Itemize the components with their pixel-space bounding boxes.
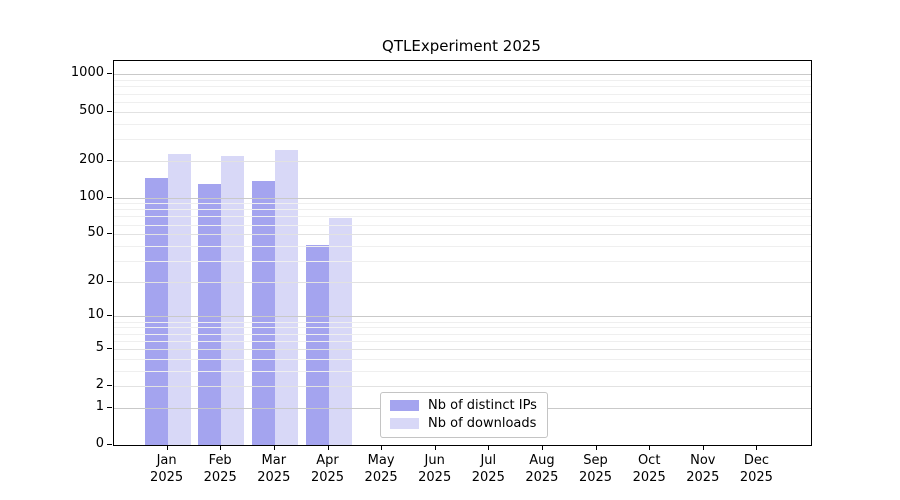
x-tick-label-jul: Jul 2025 (471, 453, 505, 485)
y-tick-label: 500 (79, 102, 104, 118)
legend-label-distinct-ips: Nb of distinct IPs (428, 398, 537, 413)
y-tick-label: 0 (95, 436, 104, 451)
y-tick (107, 444, 112, 445)
legend-swatch-downloads (390, 418, 419, 429)
gridline (114, 370, 811, 372)
x-tick (541, 445, 543, 450)
bar-mar-downloads (274, 149, 298, 445)
gridline (114, 209, 811, 211)
y-tick-label: 5 (95, 339, 104, 355)
gridline (114, 281, 811, 283)
legend-row: Nb of distinct IPs (390, 398, 537, 413)
y-tick-label: 10 (87, 307, 104, 323)
y-tick (107, 347, 112, 349)
bar-feb-distinct-ips (198, 183, 222, 445)
bar-apr-distinct-ips (305, 244, 329, 445)
x-tick-label-feb: Feb 2025 (203, 453, 237, 485)
gridline (114, 386, 811, 388)
x-tick-label-aug: Aug 2025 (525, 453, 559, 485)
x-tick (702, 445, 704, 450)
y-tick (107, 385, 112, 387)
x-tick (381, 445, 383, 450)
x-tick-label-jun: Jun 2025 (418, 453, 452, 485)
y-tick-label: 1000 (70, 65, 104, 81)
y-tick (107, 280, 112, 282)
x-tick-label-mar: Mar 2025 (257, 453, 291, 485)
x-tick (273, 445, 275, 450)
x-tick-label-sep: Sep 2025 (578, 453, 613, 485)
y-tick-label: 20 (87, 272, 104, 288)
bar-feb-downloads (221, 156, 245, 445)
gridline (114, 333, 811, 335)
legend-row: Nb of downloads (390, 416, 537, 431)
gridline (114, 86, 811, 88)
y-tick (107, 73, 112, 75)
x-tick-label-oct: Oct 2025 (632, 453, 666, 485)
bar-mar-distinct-ips (251, 180, 275, 445)
bar-jan-distinct-ips (144, 177, 168, 445)
gridline (114, 358, 811, 360)
gridline (114, 234, 811, 236)
x-tick-label-apr: Apr 2025 (310, 453, 345, 485)
gridline (114, 138, 811, 140)
gridline (114, 93, 811, 95)
y-tick-label: 2 (95, 377, 104, 393)
x-tick (434, 445, 436, 450)
gridline (114, 260, 811, 262)
y-tick (107, 159, 112, 161)
y-tick (107, 196, 112, 198)
x-tick (327, 445, 329, 450)
gridline (114, 316, 811, 318)
y-tick (107, 233, 112, 235)
y-tick-label: 1 (95, 398, 104, 414)
gridline (114, 203, 811, 205)
x-tick-label-may: May 2025 (364, 453, 398, 485)
y-tick (107, 315, 112, 317)
gridline (114, 101, 811, 103)
chart-title: QTLExperiment 2025 (382, 37, 541, 55)
x-tick-label-jan: Jan 2025 (150, 453, 184, 485)
y-tick (107, 406, 112, 408)
y-tick-label: 100 (79, 188, 104, 204)
x-tick (166, 445, 168, 450)
gridline (114, 327, 811, 329)
y-tick-label: 50 (87, 225, 104, 241)
gridline (114, 321, 811, 323)
y-tick (107, 110, 112, 112)
x-tick (756, 445, 758, 450)
legend-swatch-distinct-ips (390, 400, 419, 411)
gridline (114, 245, 811, 247)
gridline (114, 197, 811, 199)
x-tick (595, 445, 597, 450)
x-tick (220, 445, 222, 450)
x-tick-label-nov: Nov 2025 (686, 453, 720, 485)
bar-apr-downloads (328, 217, 352, 445)
legend: Nb of distinct IPs Nb of downloads (380, 392, 548, 438)
gridline (114, 224, 811, 226)
bar-jan-downloads (167, 153, 191, 445)
legend-label-downloads: Nb of downloads (428, 416, 537, 431)
gridline (114, 216, 811, 218)
gridline (114, 123, 811, 125)
gridline (114, 111, 811, 113)
gridline (114, 340, 811, 342)
y-tick-label: 200 (79, 151, 104, 167)
gridline (114, 80, 811, 82)
plot-area (113, 60, 812, 446)
x-tick (488, 445, 490, 450)
gridline (114, 74, 811, 76)
gridline (114, 348, 811, 350)
gridline (114, 160, 811, 162)
x-tick-label-dec: Dec 2025 (739, 453, 773, 485)
x-tick (649, 445, 651, 450)
